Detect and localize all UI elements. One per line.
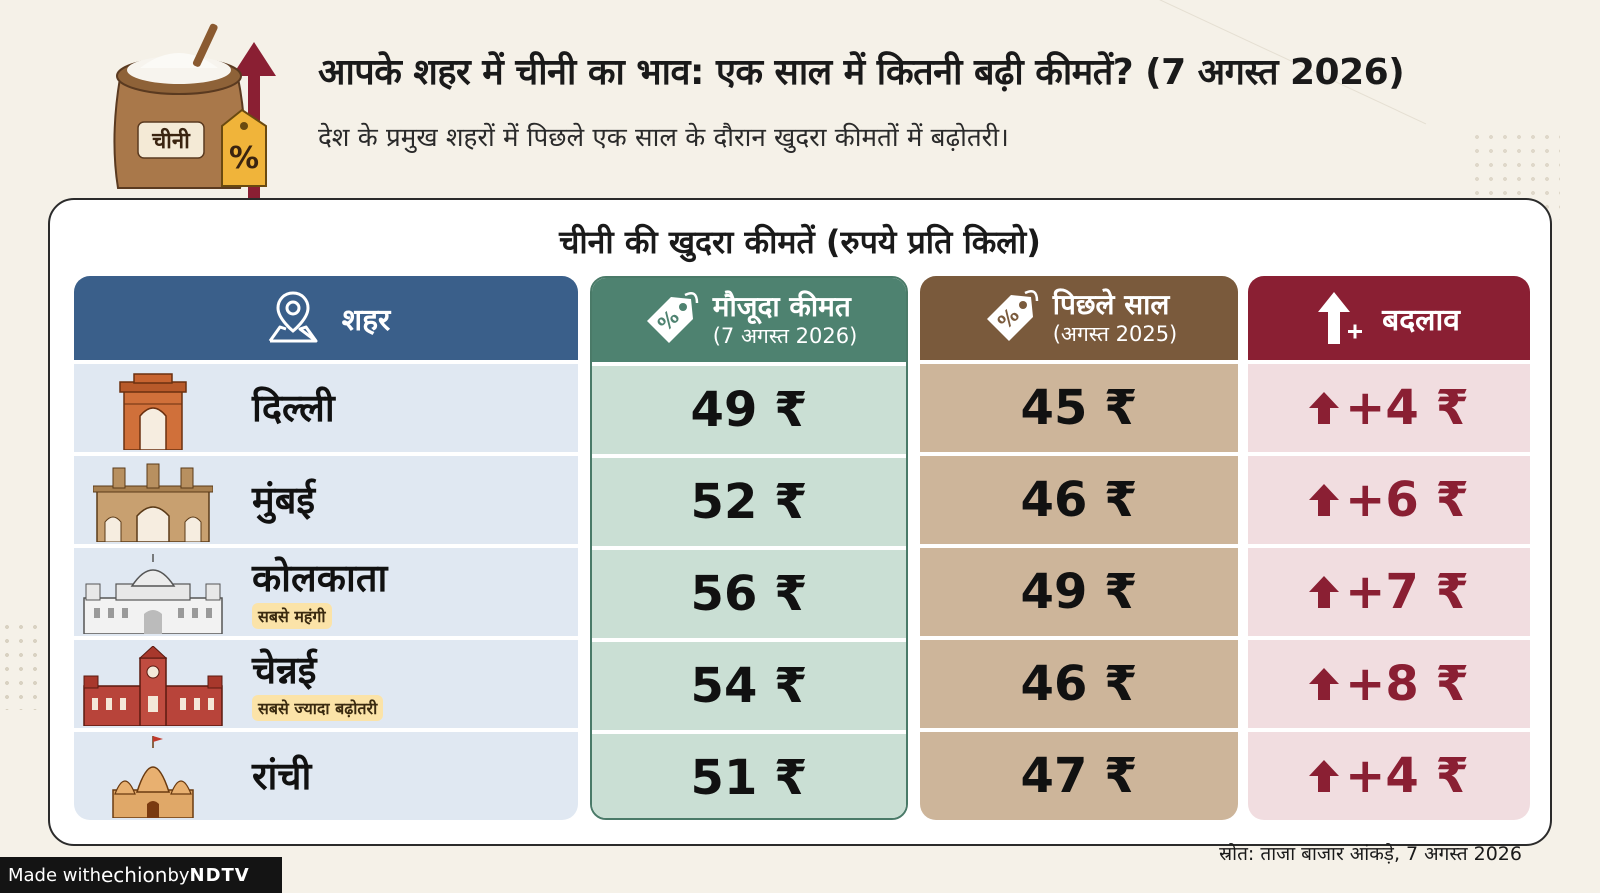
sack-label: चीनी [151, 127, 191, 154]
background-dots [0, 620, 40, 710]
price-change-value: +7 ₹ [1345, 564, 1469, 620]
ndtv-logo: NDTV [189, 864, 250, 886]
sugar-sack-illustration: चीनी % [100, 18, 300, 198]
city-name: चेन्नई [252, 648, 317, 692]
page-subtitle: देश के प्रमुख शहरों में पिछले एक साल के … [318, 123, 1009, 153]
change-label: बदलाव [1382, 302, 1460, 338]
gateway-of-india-icon [78, 458, 228, 542]
change-column: बदलाव +4 ₹ +6 ₹ +7 ₹ +8 ₹ +4 ₹ [1248, 276, 1530, 820]
city-column: शहर दिल्ली [74, 276, 578, 820]
price-change: +7 ₹ [1309, 564, 1469, 620]
previous-price-date: (अगस्त 2025) [1052, 322, 1178, 346]
source-note: स्रोत: ताजा बाजार आंकड़े, 7 अगस्त 2026 [1219, 843, 1522, 865]
table-row: 52 ₹ [592, 458, 906, 546]
current-price: 56 ₹ [690, 566, 808, 622]
price-change: +8 ₹ [1309, 656, 1469, 712]
current-price-date: (7 अगस्त 2026) [712, 324, 858, 348]
table-row: +4 ₹ [1248, 732, 1530, 820]
current-price: 49 ₹ [690, 382, 808, 438]
arrow-up-icon [1309, 392, 1340, 424]
city-name: कोलकाता [252, 556, 388, 600]
previous-price: 47 ₹ [1020, 748, 1138, 804]
price-change: +4 ₹ [1309, 748, 1469, 804]
city-name: दिल्ली [252, 386, 335, 430]
price-change-value: +4 ₹ [1345, 380, 1469, 436]
table-row: +7 ₹ [1248, 548, 1530, 636]
most-expensive-badge: सबसे महंगी [252, 603, 332, 629]
price-change: +6 ₹ [1309, 472, 1469, 528]
page-title: आपके शहर में चीनी का भाव: एक साल में कित… [318, 52, 1405, 93]
table-row: 45 ₹ [920, 364, 1238, 452]
temple-icon [78, 734, 228, 818]
current-price: 54 ₹ [690, 658, 808, 714]
arrow-up-plus-icon [1318, 292, 1363, 344]
previous-price: 46 ₹ [1020, 656, 1138, 712]
city-column-label: शहर [341, 302, 391, 338]
table-row: चेन्नई सबसे ज्यादा बढ़ोतरी [74, 640, 578, 728]
price-tag-icon: % [986, 290, 1038, 341]
arrow-up-icon [1309, 576, 1340, 608]
price-table-card: चीनी की खुदरा कीमतें (रुपये प्रति किलो) … [48, 198, 1552, 846]
previous-price-column: % पिछले साल (अगस्त 2025) 45 ₹ 46 ₹ 49 ₹ … [920, 276, 1238, 820]
previous-price: 49 ₹ [1020, 564, 1138, 620]
table-row: मुंबई [74, 456, 578, 544]
current-price: 52 ₹ [690, 474, 808, 530]
table-row: 51 ₹ [592, 734, 906, 818]
echion-logo: echion [100, 863, 168, 887]
change-header: बदलाव [1248, 276, 1530, 360]
table-row: +8 ₹ [1248, 640, 1530, 728]
arrow-up-icon [1309, 484, 1340, 516]
price-change-value: +4 ₹ [1345, 748, 1469, 804]
table-row: 46 ₹ [920, 456, 1238, 544]
arrow-up-icon [1309, 760, 1340, 792]
tag-label: % [229, 141, 259, 176]
previous-price: 45 ₹ [1020, 380, 1138, 436]
table-row: 49 ₹ [592, 366, 906, 454]
table-row: 56 ₹ [592, 550, 906, 638]
table-row: कोलकाता सबसे महंगी [74, 548, 578, 636]
current-price-label: मौजूदा कीमत [712, 290, 851, 323]
table-row: 54 ₹ [592, 642, 906, 730]
table-row: 47 ₹ [920, 732, 1238, 820]
made-with-banner[interactable]: Made with echion by NDTV [0, 857, 282, 893]
chennai-central-icon [78, 642, 228, 726]
map-pin-icon [268, 291, 318, 343]
arrow-up-icon [1309, 668, 1340, 700]
made-by-text: by [167, 864, 190, 886]
current-price-column: % मौजूदा कीमत (7 अगस्त 2026) 49 ₹ 52 ₹ 5… [590, 276, 908, 820]
price-change-value: +6 ₹ [1345, 472, 1469, 528]
victoria-memorial-icon [78, 550, 228, 634]
india-gate-icon [78, 366, 228, 450]
price-tag-icon: % [646, 292, 698, 343]
table-title: चीनी की खुदरा कीमतें (रुपये प्रति किलो) [559, 223, 1041, 261]
city-column-header: शहर [74, 276, 578, 360]
highest-increase-badge: सबसे ज्यादा बढ़ोतरी [252, 695, 384, 721]
price-change: +4 ₹ [1309, 380, 1469, 436]
previous-price-label: पिछले साल [1052, 288, 1170, 321]
price-change-value: +8 ₹ [1345, 656, 1469, 712]
table-row: दिल्ली [74, 364, 578, 452]
table-row: रांची [74, 732, 578, 820]
table-row: 46 ₹ [920, 640, 1238, 728]
made-with-text: Made with [8, 864, 101, 886]
current-price-header: % मौजूदा कीमत (7 अगस्त 2026) [592, 278, 906, 362]
table-row: +6 ₹ [1248, 456, 1530, 544]
table-row: 49 ₹ [920, 548, 1238, 636]
current-price: 51 ₹ [690, 750, 808, 806]
city-name: मुंबई [252, 478, 316, 522]
table-row: +4 ₹ [1248, 364, 1530, 452]
previous-price: 46 ₹ [1020, 472, 1138, 528]
previous-price-header: % पिछले साल (अगस्त 2025) [920, 276, 1238, 360]
city-name: रांची [252, 754, 312, 798]
